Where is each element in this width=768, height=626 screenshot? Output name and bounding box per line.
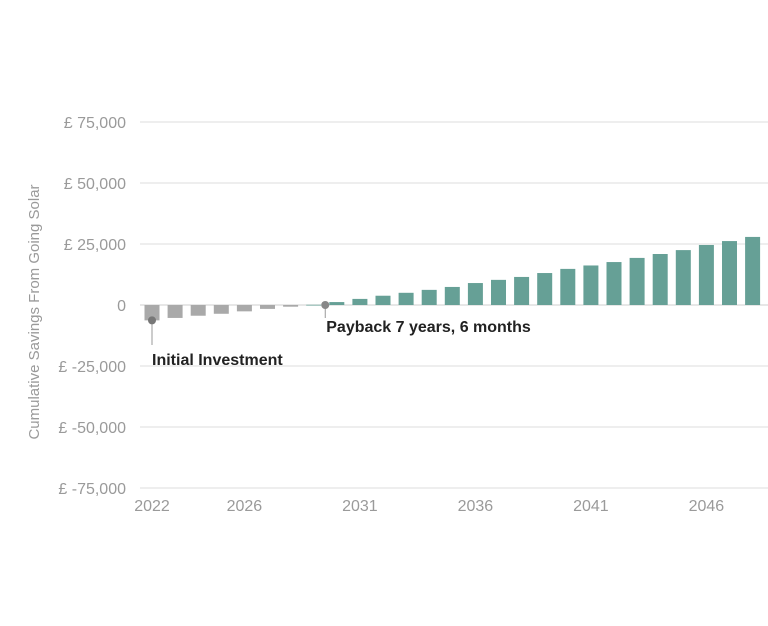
bar-2030 [329,302,345,305]
y-tick-label: 0 [117,298,126,315]
y-tick-label: £ 50,000 [64,176,126,193]
y-tick-label: £ 75,000 [64,115,126,132]
x-tick-label: 2031 [342,498,378,515]
bar-2034 [421,289,437,305]
y-axis-ticks: £ 75,000 £ 50,000 £ 25,000 0 £ -25,000 £ -50,… [58,115,126,498]
bar-2047 [722,241,737,305]
bar-2031 [352,298,368,305]
x-tick-label: 2036 [458,498,494,515]
bar-2044 [652,254,668,305]
bar-2022 [144,305,160,321]
payback-marker [321,301,330,309]
y-tick-label: £ -50,000 [58,420,126,437]
bar-2045 [675,250,691,305]
bar-2028 [283,305,299,307]
bar-2025 [213,305,229,314]
x-tick-label: 2046 [689,498,725,515]
bar-2023 [167,305,183,318]
bar-2027 [260,305,275,309]
annotations: Initial Investment Payback 7 years, 6 mon… [148,301,531,369]
y-tick-label: £ 25,000 [64,237,126,254]
bar-2048 [745,236,761,305]
x-tick-label: 2041 [573,498,609,515]
bar-2041 [583,265,599,305]
initial-investment-marker [148,316,156,325]
bar-2035 [444,286,460,305]
bar-2029 [306,304,322,306]
y-axis-title: Cumulative Savings From Going Solar [26,184,43,439]
bar-2024 [190,305,206,316]
bar-2033 [398,292,414,305]
bar-2038 [514,276,530,305]
bar-2046 [698,244,714,305]
bar-2032 [375,295,391,305]
initial-investment-label: Initial Investment [152,352,283,369]
bar-2040 [560,268,576,305]
bar-2036 [467,283,483,305]
bar-2039 [537,273,553,305]
bars [144,236,761,321]
bar-2026 [236,305,252,312]
y-tick-label: £ -75,000 [58,481,126,498]
bar-2037 [491,279,506,305]
payback-label: Payback 7 years, 6 months [326,319,531,336]
x-axis-ticks: 2022 2026 2031 2036 2041 2046 [134,498,724,515]
y-tick-label: £ -25,000 [58,359,126,376]
x-tick-label: 2022 [134,498,170,515]
bar-2042 [606,262,622,305]
bar-2043 [629,257,645,305]
x-tick-label: 2026 [227,498,263,515]
